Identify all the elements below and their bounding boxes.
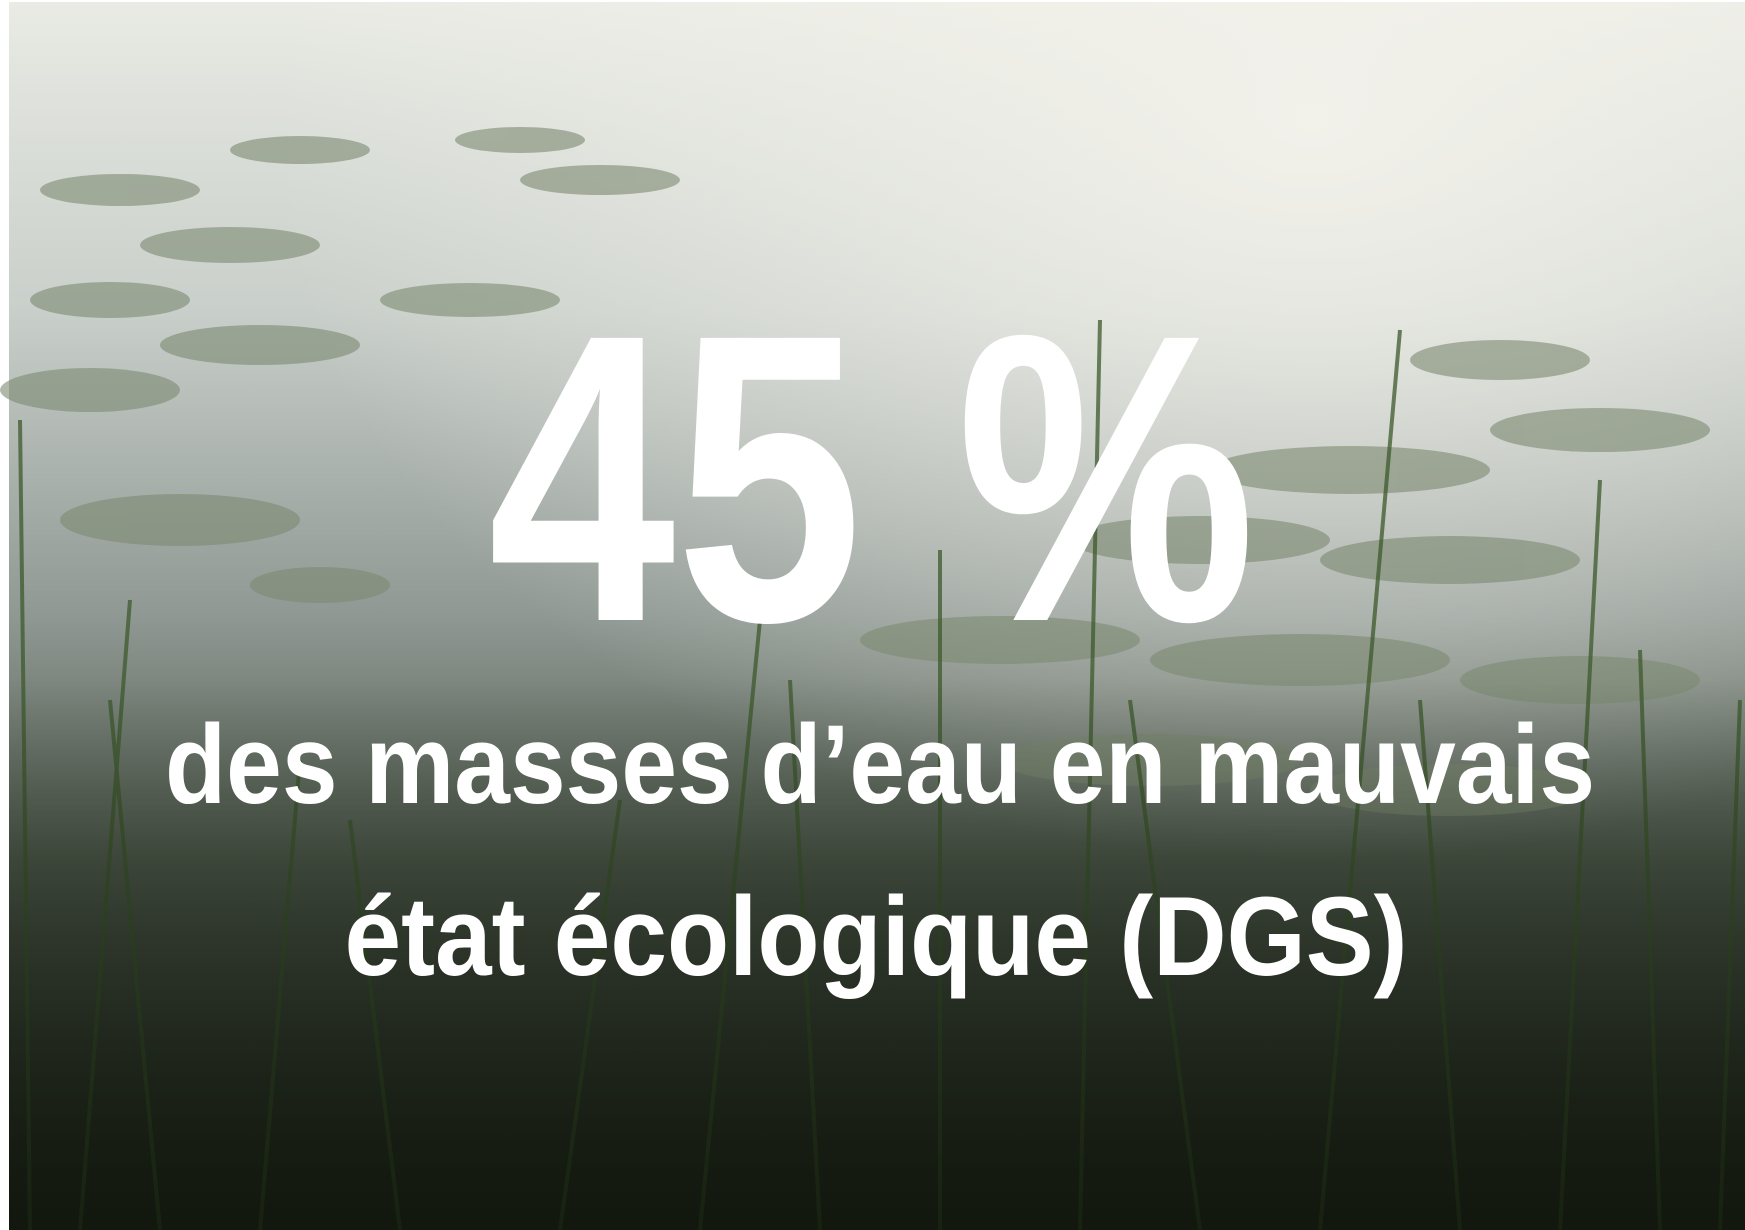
page: 45 % des masses d’eau en mauvais état éc… [0, 0, 1745, 1230]
caption-line: état écologique (DGS) [345, 874, 1408, 999]
poster: 45 % des masses d’eau en mauvais état éc… [0, 0, 1745, 1230]
caption-line: des masses d’eau en mauvais [165, 702, 1595, 827]
headline: 45 % [488, 249, 1256, 707]
